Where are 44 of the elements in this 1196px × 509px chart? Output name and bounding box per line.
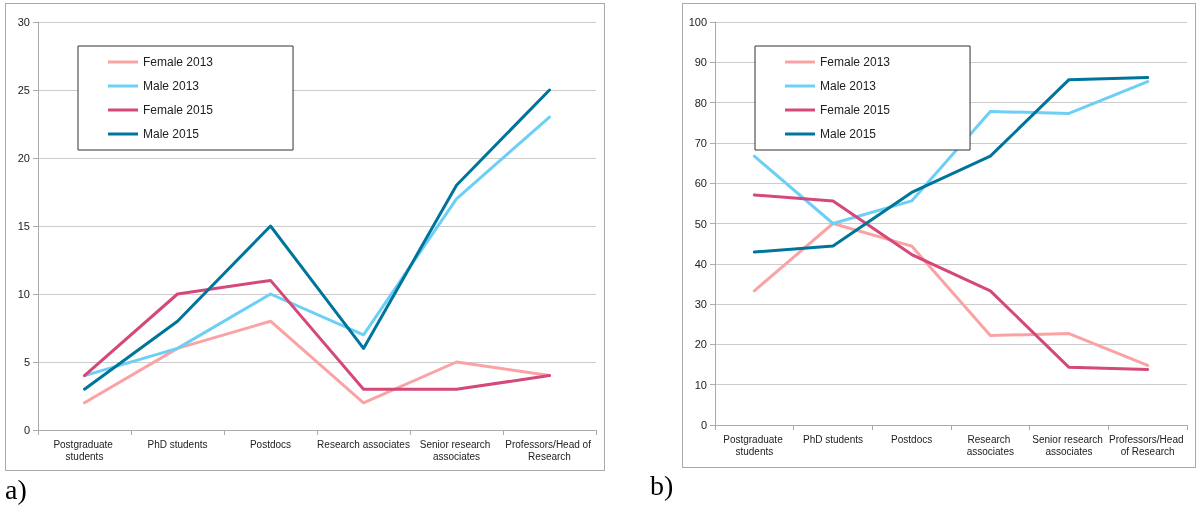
y-tick-label: 15 <box>17 220 30 232</box>
x-tick-label: Professors/Head of Research <box>1109 433 1187 457</box>
legend-label: Male 2013 <box>143 79 200 93</box>
x-tick-label: Postgraduate students <box>723 433 786 457</box>
legend-label: Female 2013 <box>143 55 214 69</box>
y-tick-label: 0 <box>700 419 707 431</box>
legend-label: Female 2015 <box>143 103 214 117</box>
y-tick-label: 20 <box>17 152 30 164</box>
x-tick-label: PhD students <box>802 433 864 445</box>
y-tick-label: 80 <box>694 96 707 109</box>
text: a) <box>5 474 27 506</box>
y-tick-label: 40 <box>694 257 707 270</box>
y-tick-label: 30 <box>694 298 707 311</box>
x-tick-label: Senior research associates <box>419 438 494 462</box>
x-tick-label: Research associates <box>966 433 1014 457</box>
x-tick-label: Postdocs <box>249 438 292 450</box>
line-series <box>83 278 551 391</box>
legend-label: Female 2015 <box>820 103 891 117</box>
x-tick-label: PhD students <box>147 438 208 450</box>
legend-label: Male 2013 <box>820 79 877 93</box>
y-tick-label: 25 <box>17 84 30 96</box>
legend-label: Male 2015 <box>143 127 200 141</box>
line-series <box>752 76 1150 254</box>
y-tick-label: 30 <box>17 16 30 28</box>
y-tick-label: 10 <box>17 288 30 300</box>
line-series <box>752 193 1150 371</box>
y-tick-label: 90 <box>694 56 707 69</box>
y-tick-label: 10 <box>694 378 707 391</box>
x-tick-label: Postgraduate students <box>53 438 116 462</box>
y-tick-label: 60 <box>694 177 707 190</box>
legend-label: Male 2015 <box>820 127 877 141</box>
text: b) <box>650 470 674 502</box>
x-tick-label: Senior research associates <box>1032 433 1106 457</box>
y-tick-label: 5 <box>23 356 30 368</box>
legend-label: Female 2013 <box>820 55 891 69</box>
y-tick-label: 70 <box>694 136 707 149</box>
y-tick-label: 50 <box>694 217 707 230</box>
y-tick-label: 0 <box>23 424 30 436</box>
y-tick-label: 20 <box>694 338 707 351</box>
y-tick-label: 100 <box>688 16 707 28</box>
line-series <box>752 222 1150 367</box>
x-tick-label: Postdocs <box>891 433 933 445</box>
x-tick-label: Research associates <box>317 438 410 450</box>
x-tick-label: Professors/Head of Research <box>505 438 594 462</box>
